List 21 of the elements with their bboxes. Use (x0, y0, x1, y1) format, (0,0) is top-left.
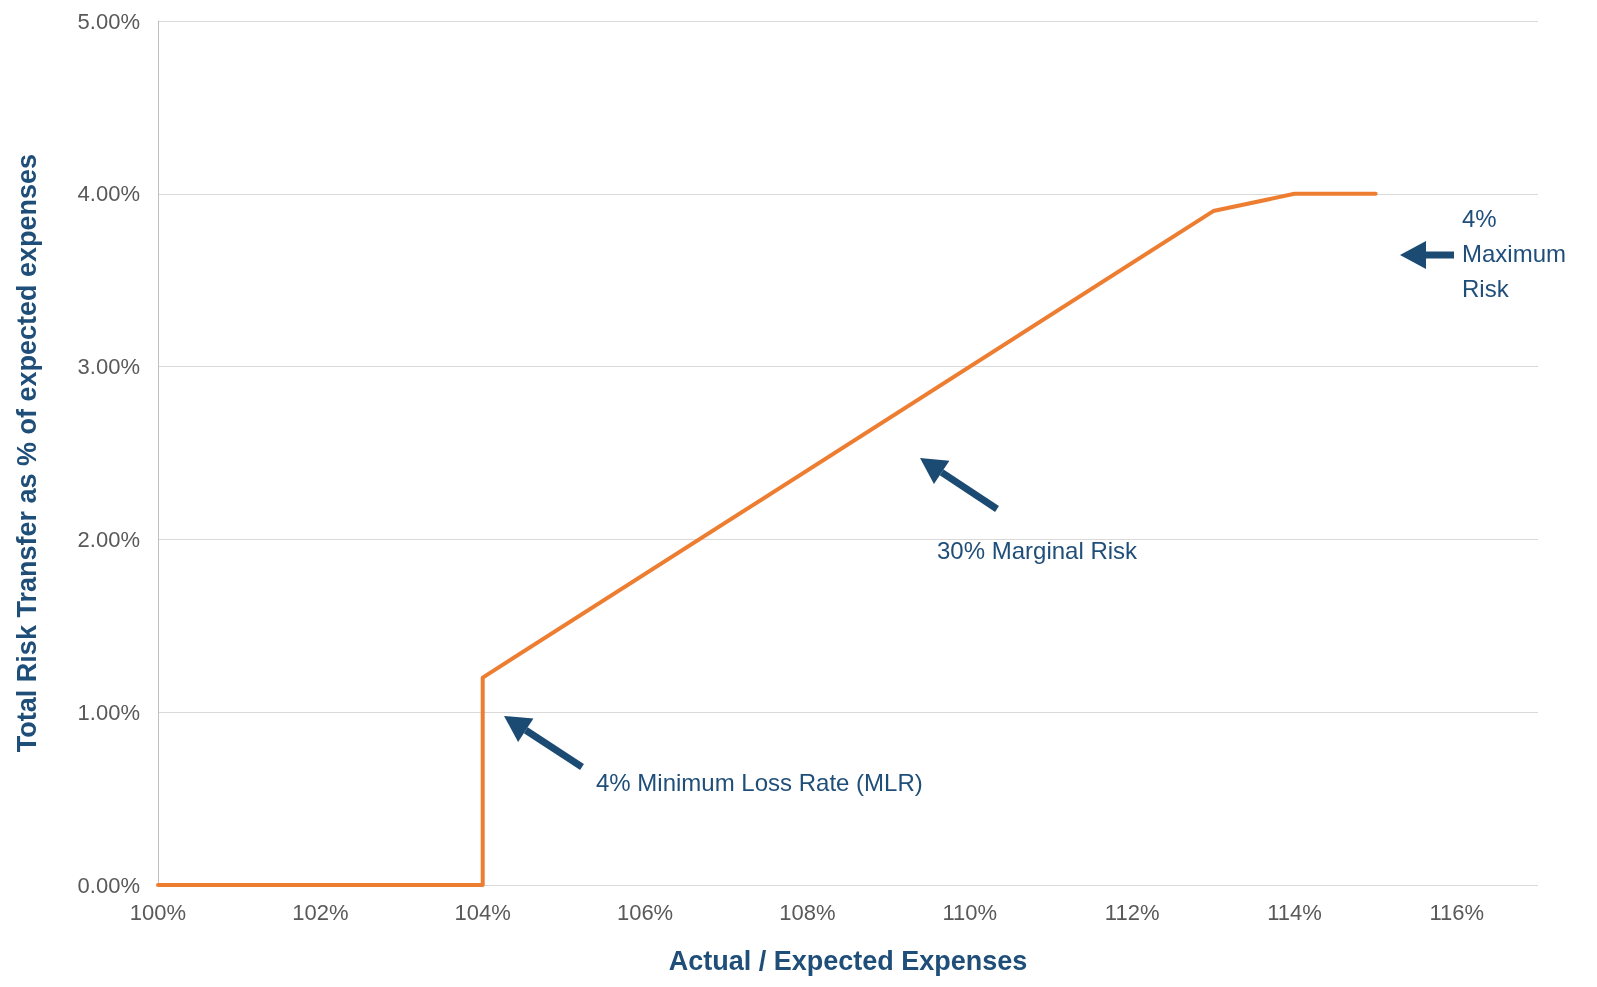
x-axis-title: Actual / Expected Expenses (668, 945, 1028, 976)
x-tick-label: 112% (1104, 899, 1160, 925)
x-tick-label: 110% (942, 899, 998, 925)
x-tick-label: 106% (616, 899, 674, 925)
annotation: 30% Marginal Risk (937, 536, 1139, 564)
x-tick-label: 116% (1429, 899, 1485, 925)
annotation: 4% Minimum Loss Rate (MLR) (596, 768, 923, 796)
annotation: 4% Maximum Risk (1462, 204, 1573, 302)
x-tick-label: 100% (129, 899, 187, 925)
x-tick-label: 102% (292, 899, 349, 925)
x-tick-label: 104% (454, 899, 511, 925)
y-tick-label: 0.00% (77, 872, 140, 898)
y-tick-label: 5.00% (77, 8, 140, 34)
line-series (156, 191, 1378, 887)
x-tick-label: 114% (1267, 899, 1322, 925)
y-tick-label: 4.00% (77, 181, 140, 207)
y-tick-label: 2.00% (77, 526, 140, 552)
x-tick-label: 108% (779, 899, 836, 925)
y-tick-label: 1.00% (77, 699, 140, 725)
y-tick-label: 3.00% (77, 354, 140, 380)
y-axis-title: Total Risk Transfer as % of expected expenses (11, 153, 42, 753)
